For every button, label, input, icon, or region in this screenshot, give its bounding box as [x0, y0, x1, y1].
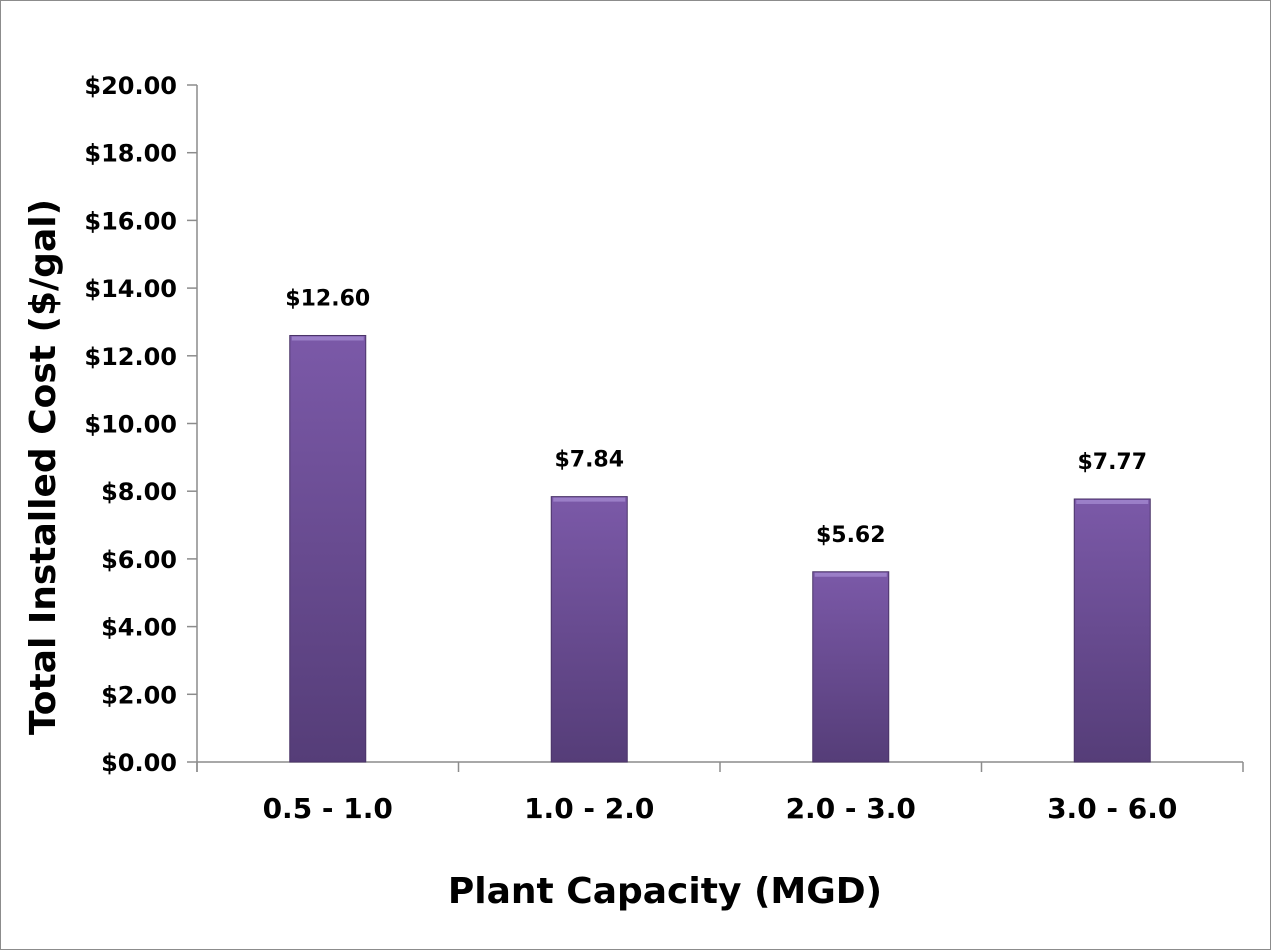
bar-highlight: [553, 497, 626, 502]
x-tick-label: 0.5 - 1.0: [263, 792, 393, 825]
y-tick-label: $16.00: [84, 207, 177, 235]
y-tick-label: $18.00: [84, 140, 177, 168]
y-tick-label: $6.00: [101, 546, 177, 574]
x-tick-label: 2.0 - 3.0: [786, 792, 916, 825]
y-tick-label: $10.00: [84, 411, 177, 439]
x-tick-label: 3.0 - 6.0: [1047, 792, 1177, 825]
data-label: $12.60: [285, 286, 370, 311]
bar: [812, 571, 890, 763]
data-label: $7.77: [1077, 450, 1147, 475]
x-axis-label: Plant Capacity (MGD): [448, 871, 882, 912]
data-label: $5.62: [816, 523, 886, 548]
bar: [289, 334, 367, 763]
y-tick-label: $2.00: [101, 681, 177, 709]
y-tick-label: $8.00: [101, 478, 177, 506]
bar-highlight: [1076, 499, 1149, 504]
bar-highlight: [814, 572, 887, 577]
y-axis-label: Total Installed Cost ($/gal): [23, 199, 64, 735]
y-tick-label: $20.00: [84, 72, 177, 100]
bar: [1073, 498, 1151, 763]
y-tick-label: $14.00: [84, 275, 177, 303]
bar: [550, 496, 628, 763]
y-tick-label: $0.00: [101, 749, 177, 777]
x-tick-label: 1.0 - 2.0: [524, 792, 654, 825]
data-label: $7.84: [554, 448, 624, 473]
y-tick-label: $12.00: [84, 343, 177, 371]
bar-highlight: [291, 336, 364, 341]
y-tick-label: $4.00: [101, 614, 177, 642]
